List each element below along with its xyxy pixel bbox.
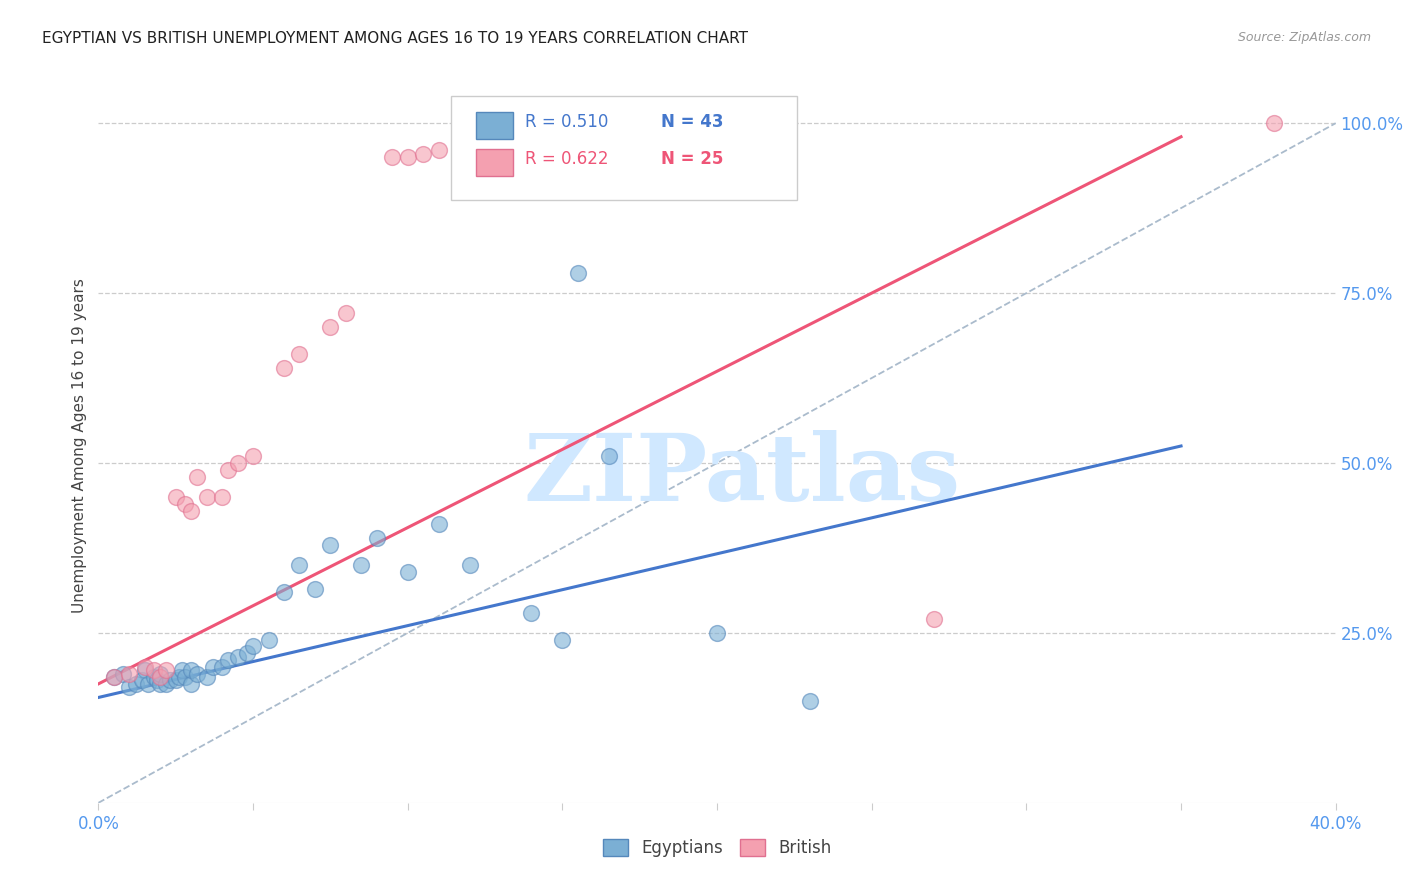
Point	[146, 673, 169, 688]
Point	[143, 663, 166, 677]
Point	[174, 670, 197, 684]
Point	[226, 649, 249, 664]
Point	[159, 673, 181, 688]
Point	[335, 306, 357, 320]
Point	[257, 632, 280, 647]
FancyBboxPatch shape	[475, 112, 513, 139]
Point	[319, 537, 342, 551]
Point	[242, 640, 264, 654]
Point	[217, 653, 239, 667]
Point	[551, 632, 574, 647]
Point	[143, 670, 166, 684]
Point	[180, 503, 202, 517]
FancyBboxPatch shape	[475, 149, 513, 177]
Text: ZIPatlas: ZIPatlas	[523, 430, 960, 519]
Point	[186, 469, 208, 483]
Point	[922, 612, 945, 626]
Point	[273, 585, 295, 599]
Point	[288, 558, 311, 572]
Text: R = 0.510: R = 0.510	[526, 112, 609, 131]
Point	[706, 626, 728, 640]
Point	[211, 660, 233, 674]
Point	[567, 266, 589, 280]
Point	[170, 663, 193, 677]
Point	[1263, 116, 1285, 130]
Point	[149, 677, 172, 691]
Point	[103, 670, 125, 684]
Point	[118, 680, 141, 694]
Point	[149, 666, 172, 681]
Point	[174, 497, 197, 511]
Point	[136, 677, 159, 691]
Point	[217, 463, 239, 477]
Point	[134, 660, 156, 674]
Point	[211, 490, 233, 504]
Text: N = 43: N = 43	[661, 112, 724, 131]
Point	[381, 150, 404, 164]
Point	[350, 558, 373, 572]
Point	[112, 666, 135, 681]
Text: EGYPTIAN VS BRITISH UNEMPLOYMENT AMONG AGES 16 TO 19 YEARS CORRELATION CHART: EGYPTIAN VS BRITISH UNEMPLOYMENT AMONG A…	[42, 31, 748, 46]
Point	[195, 490, 218, 504]
Point	[180, 663, 202, 677]
Point	[396, 565, 419, 579]
Point	[134, 663, 156, 677]
Point	[186, 666, 208, 681]
Point	[155, 677, 177, 691]
Point	[520, 606, 543, 620]
Point	[131, 673, 153, 688]
Point	[180, 677, 202, 691]
Point	[236, 646, 259, 660]
Point	[319, 320, 342, 334]
Point	[103, 670, 125, 684]
Point	[118, 666, 141, 681]
Y-axis label: Unemployment Among Ages 16 to 19 years: Unemployment Among Ages 16 to 19 years	[72, 278, 87, 614]
Point	[799, 694, 821, 708]
Point	[201, 660, 224, 674]
FancyBboxPatch shape	[451, 96, 797, 200]
Point	[155, 663, 177, 677]
Point	[195, 670, 218, 684]
Point	[598, 449, 620, 463]
Text: R = 0.622: R = 0.622	[526, 150, 609, 168]
Text: N = 25: N = 25	[661, 150, 724, 168]
Point	[427, 144, 450, 158]
Point	[412, 146, 434, 161]
Point	[427, 517, 450, 532]
Point	[242, 449, 264, 463]
Point	[165, 673, 187, 688]
Point	[396, 150, 419, 164]
Point	[458, 558, 481, 572]
Point	[366, 531, 388, 545]
Text: Source: ZipAtlas.com: Source: ZipAtlas.com	[1237, 31, 1371, 45]
Point	[165, 490, 187, 504]
Point	[304, 582, 326, 596]
Point	[273, 360, 295, 375]
Point	[226, 456, 249, 470]
Point	[288, 347, 311, 361]
Point	[124, 677, 146, 691]
Point	[167, 670, 190, 684]
Legend: Egyptians, British: Egyptians, British	[595, 831, 839, 866]
Point	[149, 670, 172, 684]
